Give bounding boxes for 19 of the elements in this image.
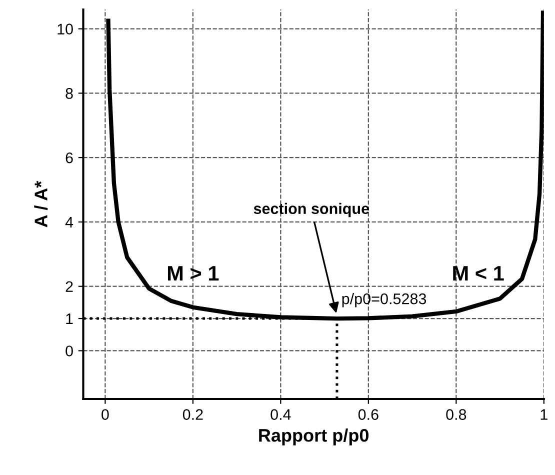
- y-tick-label: 6: [66, 152, 73, 164]
- y-tick-label: 10: [58, 24, 73, 34]
- annotation: section sonique: [254, 202, 370, 218]
- y-tick-label: 1: [66, 314, 73, 324]
- y-tick-label: 0: [66, 346, 73, 356]
- annotation: M < 1: [453, 266, 504, 280]
- x-tick-label: 0.8: [446, 409, 466, 420]
- x-tick-label: 0.2: [182, 409, 203, 420]
- y-tick-label: 4: [65, 216, 74, 228]
- y-tick-label: 2: [66, 281, 73, 292]
- x-axis-title: Rapport p/p0: [259, 428, 369, 446]
- x-tick-label: 0: [102, 409, 109, 420]
- annotation: M > 1: [168, 266, 219, 280]
- x-tick-label: 0.6: [358, 409, 378, 420]
- x-tick-label: 1: [540, 409, 548, 420]
- y-tick-label: 8: [66, 88, 73, 99]
- y-axis-title: A / A*: [34, 180, 48, 228]
- x-tick-label: 0.4: [270, 409, 291, 420]
- annotation: p/p0=0.5283: [342, 293, 426, 308]
